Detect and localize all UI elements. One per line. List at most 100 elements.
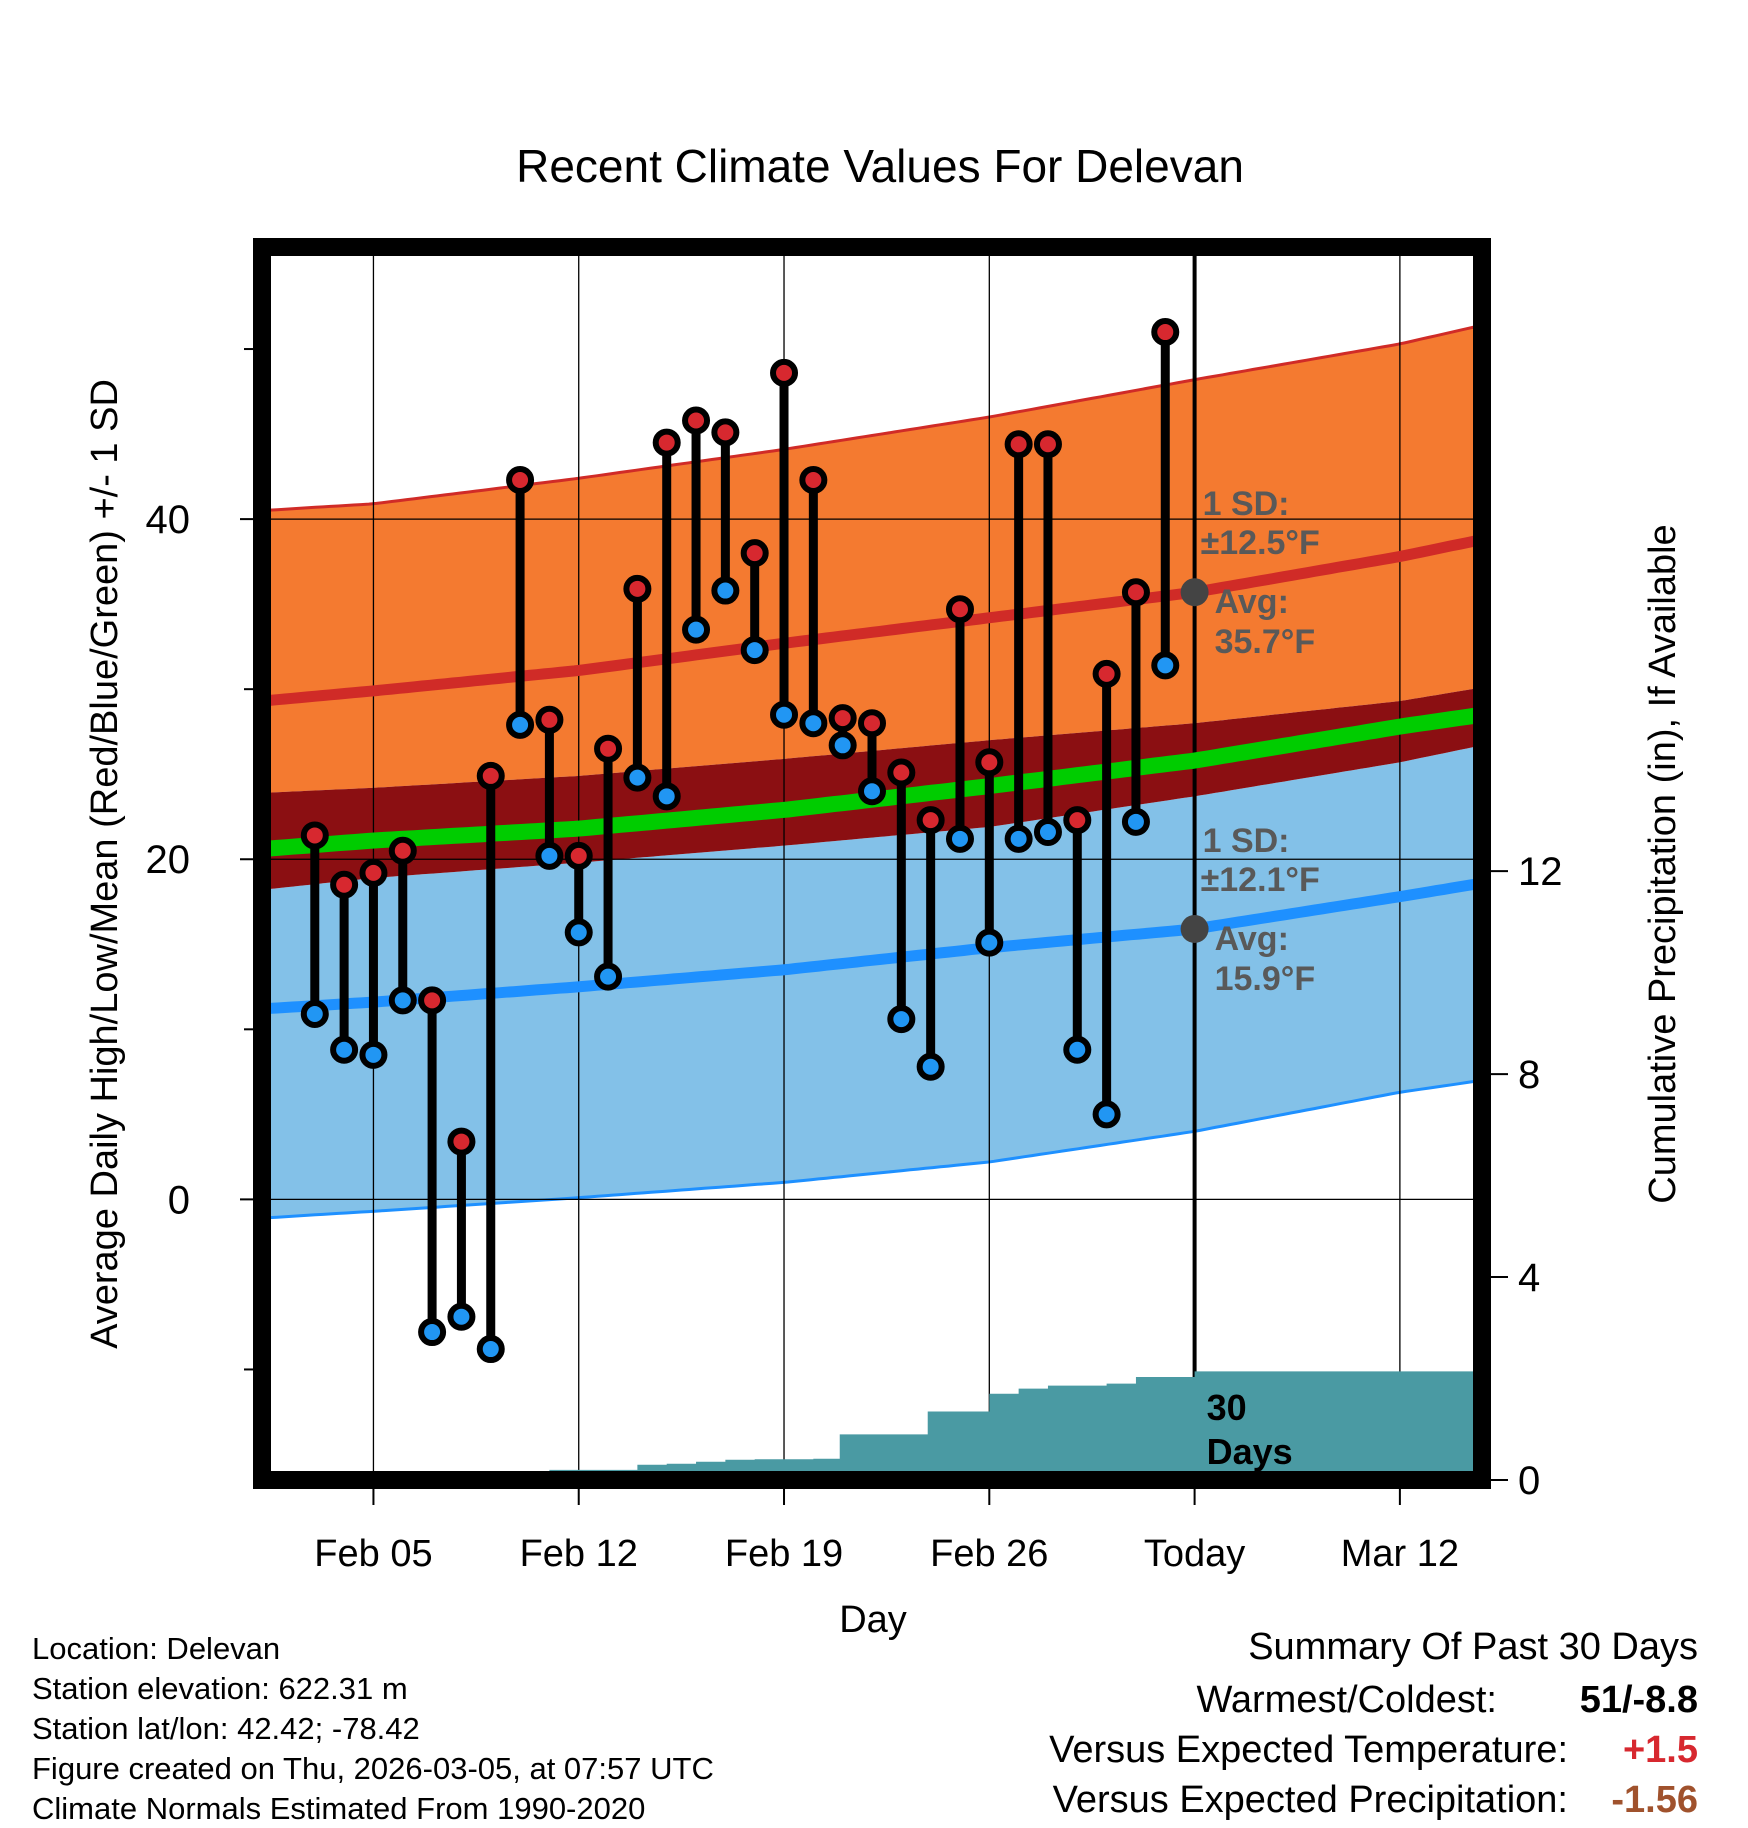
info-location: Location: Delevan xyxy=(32,1631,280,1666)
daily-low-point xyxy=(740,636,769,665)
y-right-tick-label: 0 xyxy=(1518,1459,1540,1503)
axes: 0 20 40 0 4 8 12 Feb 05 Feb 12 Feb 19 Feb 26 Today M… xyxy=(146,348,1563,1575)
y-right-tick-label: 8 xyxy=(1518,1053,1540,1097)
info-normals: Climate Normals Estimated From 1990-2020 xyxy=(32,1791,645,1826)
daily-high-point xyxy=(740,539,769,568)
daily-high-point xyxy=(887,758,916,787)
daily-bars xyxy=(300,318,1180,1364)
daily-low-point xyxy=(594,962,623,991)
daily-high-point xyxy=(799,465,828,494)
daily-low-point xyxy=(623,763,652,792)
high-avg-value: 35.7°F xyxy=(1215,623,1316,661)
plot-frame xyxy=(253,238,1491,1489)
daily-low-point xyxy=(359,1040,388,1069)
summary-temp-label: Versus Expected Temperature: xyxy=(1049,1729,1568,1771)
daily-low-point xyxy=(447,1302,476,1331)
daily-low-point xyxy=(945,824,974,853)
daily-high-point xyxy=(1063,806,1092,835)
high-band-upper-edge xyxy=(262,323,1482,513)
daily-low-point xyxy=(1092,1100,1121,1129)
daily-low-point xyxy=(858,777,886,806)
daily-high-point xyxy=(975,748,1004,777)
daily-high-point xyxy=(770,358,799,387)
daily-high-point xyxy=(711,418,740,447)
daily-high-point xyxy=(418,986,447,1015)
summary-warm-value: 51/-8.8 xyxy=(1580,1679,1698,1721)
high-sd-value: ±12.5°F xyxy=(1201,524,1320,562)
daily-low-point xyxy=(916,1052,945,1081)
daily-high-point xyxy=(828,704,857,733)
x-axis-label: Day xyxy=(839,1599,907,1641)
x-tick-label: Feb 19 xyxy=(725,1533,843,1575)
high-avg-label: Avg: xyxy=(1215,583,1289,621)
today-high-avg-dot xyxy=(1180,578,1209,607)
daily-low-point xyxy=(887,1005,916,1034)
info-created: Figure created on Thu, 2026-03-05, at 07… xyxy=(32,1751,714,1786)
daily-low-point xyxy=(476,1335,505,1364)
summary-temp-value: +1.5 xyxy=(1623,1729,1698,1771)
daily-low-point xyxy=(682,615,711,644)
daily-low-point xyxy=(300,1000,329,1029)
y-axis-label-left: Average Daily High/Low/Mean (Red/Blue/Gr… xyxy=(84,379,126,1349)
x-tick-label: Today xyxy=(1144,1533,1245,1575)
y-axis-label-right: Cumulative Precipitation (in), If Availa… xyxy=(1642,524,1684,1203)
daily-low-point xyxy=(1033,818,1062,847)
daily-high-point xyxy=(330,870,359,899)
summary-title: Summary Of Past 30 Days xyxy=(1248,1626,1698,1668)
daily-low-point xyxy=(388,986,417,1015)
x-tick-label: Mar 12 xyxy=(1341,1533,1459,1575)
daily-high-point xyxy=(858,709,886,738)
y-left-tick-label: 20 xyxy=(146,838,191,882)
daily-high-point xyxy=(388,836,417,865)
daily-high-point xyxy=(682,406,711,435)
y-right-tick-label: 4 xyxy=(1518,1256,1540,1300)
today-low-avg-dot xyxy=(1180,914,1209,943)
low-avg-label: Avg: xyxy=(1215,920,1289,958)
normal-low-line xyxy=(262,877,1482,1015)
daily-high-point xyxy=(535,705,564,734)
high-sd-label: 1 SD: xyxy=(1203,485,1290,523)
summary-precip-value: -1.56 xyxy=(1611,1779,1698,1821)
window-label-count: 30 xyxy=(1207,1387,1247,1428)
y-right-tick-label: 12 xyxy=(1518,850,1563,894)
daily-high-point xyxy=(506,465,535,494)
daily-high-point xyxy=(1092,659,1121,688)
precip-cumulative-area xyxy=(262,1371,1482,1480)
daily-high-point xyxy=(476,761,505,790)
daily-high-point xyxy=(652,428,681,457)
window-label-days: Days xyxy=(1207,1431,1293,1472)
daily-high-point xyxy=(1151,318,1180,347)
daily-high-point xyxy=(623,574,652,603)
daily-low-point xyxy=(770,700,799,729)
daily-high-point xyxy=(916,806,945,835)
low-sd-value: ±12.1°F xyxy=(1201,861,1320,899)
grid-lines xyxy=(262,247,1482,1480)
daily-low-point xyxy=(418,1318,447,1347)
info-elevation: Station elevation: 622.31 m xyxy=(32,1671,408,1706)
daily-low-point xyxy=(1121,807,1150,836)
x-tick-label: Feb 26 xyxy=(930,1533,1048,1575)
daily-high-point xyxy=(564,841,593,870)
daily-low-point xyxy=(564,918,593,947)
daily-high-point xyxy=(447,1127,476,1156)
daily-low-point xyxy=(535,841,564,870)
y-left-tick-label: 40 xyxy=(146,498,191,542)
daily-low-point xyxy=(652,782,681,811)
daily-high-point xyxy=(945,595,974,624)
info-latlon: Station lat/lon: 42.42; -78.42 xyxy=(32,1711,420,1746)
daily-high-point xyxy=(359,858,388,887)
daily-low-point xyxy=(1151,651,1180,680)
daily-low-point xyxy=(711,576,740,605)
summary-warm-label: Warmest/Coldest: xyxy=(1196,1679,1497,1721)
summary-panel: Summary Of Past 30 Days Warmest/Coldest:… xyxy=(1049,1626,1698,1821)
daily-low-point xyxy=(330,1035,359,1064)
daily-low-point xyxy=(1004,824,1033,853)
summary-precip-label: Versus Expected Precipitation: xyxy=(1053,1779,1568,1821)
daily-high-point xyxy=(1033,430,1062,459)
daily-high-point xyxy=(300,821,329,850)
daily-low-point xyxy=(828,731,857,760)
normal-high-line xyxy=(262,534,1482,707)
